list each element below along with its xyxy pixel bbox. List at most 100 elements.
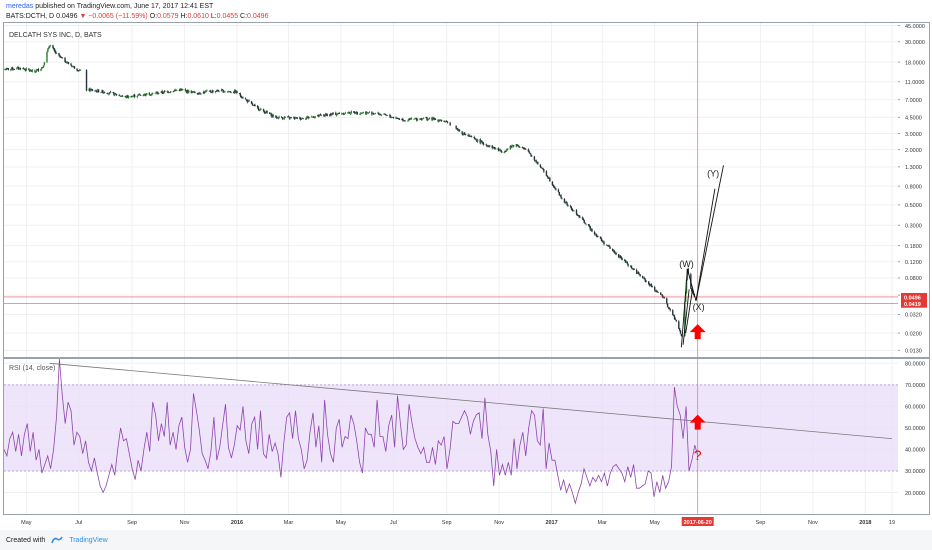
candle-body bbox=[535, 159, 537, 163]
candle-body bbox=[220, 89, 223, 92]
candle-body bbox=[573, 210, 575, 212]
candle-body bbox=[401, 118, 403, 120]
candle-body bbox=[329, 113, 332, 116]
tradingview-logo-icon[interactable] bbox=[51, 536, 65, 544]
author-link[interactable]: meredas bbox=[6, 3, 34, 10]
candle-body bbox=[330, 113, 333, 115]
candle-body bbox=[419, 118, 421, 120]
candle-body bbox=[79, 69, 82, 71]
candle-body bbox=[421, 118, 424, 120]
candle-body bbox=[461, 131, 463, 135]
candle-body bbox=[468, 135, 470, 137]
candle-body bbox=[654, 290, 657, 292]
candle-body bbox=[41, 67, 44, 68]
candle-body bbox=[197, 93, 199, 95]
candle-body bbox=[296, 117, 298, 119]
candle-body bbox=[680, 334, 683, 336]
candle-body bbox=[462, 134, 464, 135]
candle-body bbox=[314, 116, 316, 118]
candle-body bbox=[293, 116, 296, 119]
candle-body bbox=[242, 97, 244, 99]
candle-body bbox=[569, 205, 572, 207]
candle-body bbox=[660, 292, 662, 295]
open-value: 0.0579 bbox=[157, 13, 179, 20]
price-axis-label: 45.0000 bbox=[905, 24, 925, 30]
candle-body bbox=[440, 119, 443, 122]
candle-body bbox=[168, 92, 170, 94]
candle-body bbox=[439, 120, 442, 121]
annotations: (W) (X) (Y)? bbox=[4, 23, 898, 514]
candle-body bbox=[96, 89, 99, 93]
candle-body bbox=[114, 93, 116, 96]
candle-body bbox=[589, 226, 591, 230]
candle-body bbox=[539, 164, 542, 168]
candle-body bbox=[295, 117, 297, 118]
candle-body bbox=[386, 115, 389, 116]
candle-body bbox=[325, 113, 328, 115]
candle-body bbox=[160, 91, 163, 93]
candle-body bbox=[672, 314, 675, 316]
candle-body bbox=[379, 113, 382, 116]
candle-body bbox=[615, 252, 617, 255]
candle-body bbox=[662, 296, 665, 298]
candle-body bbox=[543, 169, 545, 172]
candle-body bbox=[178, 89, 181, 91]
candle-body bbox=[270, 113, 273, 117]
candle-body bbox=[31, 70, 34, 72]
candle-body bbox=[542, 167, 544, 170]
candle-body bbox=[684, 301, 686, 336]
candle-body bbox=[593, 231, 596, 235]
candle-body bbox=[276, 117, 279, 119]
candle-body bbox=[570, 206, 573, 209]
price-axis-label: 1.3000 bbox=[905, 165, 922, 171]
candle-body bbox=[666, 298, 668, 304]
candle-body bbox=[7, 68, 9, 70]
candle-body bbox=[200, 93, 202, 95]
candle-body bbox=[48, 47, 50, 50]
candle-body bbox=[66, 62, 69, 64]
candle-body bbox=[130, 96, 132, 98]
candle-body bbox=[348, 111, 350, 113]
candle-body bbox=[524, 148, 526, 150]
candle-body bbox=[136, 96, 138, 98]
candle-body bbox=[161, 91, 163, 93]
candle-body bbox=[623, 260, 626, 261]
candle-body bbox=[224, 91, 226, 93]
candle-body bbox=[29, 70, 32, 72]
tradingview-brand[interactable]: TradingView bbox=[69, 536, 108, 544]
candle-body bbox=[72, 66, 74, 68]
candle-body bbox=[678, 321, 680, 329]
candle-body bbox=[619, 255, 622, 258]
candle-body bbox=[564, 201, 567, 203]
candle-body bbox=[360, 113, 362, 115]
candle-body bbox=[456, 128, 458, 130]
candle-body bbox=[348, 112, 351, 114]
rsi-axis-label: 70.0000 bbox=[905, 383, 925, 389]
candle-body bbox=[214, 91, 217, 93]
candle-body bbox=[576, 214, 579, 216]
candle-body bbox=[422, 117, 425, 119]
candle-body bbox=[76, 68, 78, 71]
candle-body bbox=[667, 307, 670, 309]
candle-body bbox=[120, 96, 122, 98]
candle-body bbox=[595, 234, 597, 237]
candle-body bbox=[371, 111, 373, 115]
candle-body bbox=[606, 245, 609, 246]
candle-body bbox=[409, 118, 411, 120]
candle-body bbox=[433, 118, 436, 120]
candle-body bbox=[100, 92, 102, 93]
candle-body bbox=[510, 145, 512, 147]
low-value: 0.0455 bbox=[216, 13, 239, 20]
candle-body bbox=[590, 229, 592, 230]
candle-body bbox=[113, 92, 115, 96]
candle-body bbox=[648, 283, 651, 286]
price-axis-label: 30.0000 bbox=[905, 40, 925, 46]
candle-body bbox=[356, 111, 359, 114]
candle-body bbox=[690, 288, 693, 292]
candle-body bbox=[669, 308, 671, 311]
candle-body bbox=[692, 293, 695, 295]
rsi-axis-label: 50.0000 bbox=[905, 426, 925, 432]
candle-body bbox=[23, 68, 25, 70]
candle-body bbox=[485, 144, 487, 146]
candle-body bbox=[149, 94, 151, 96]
